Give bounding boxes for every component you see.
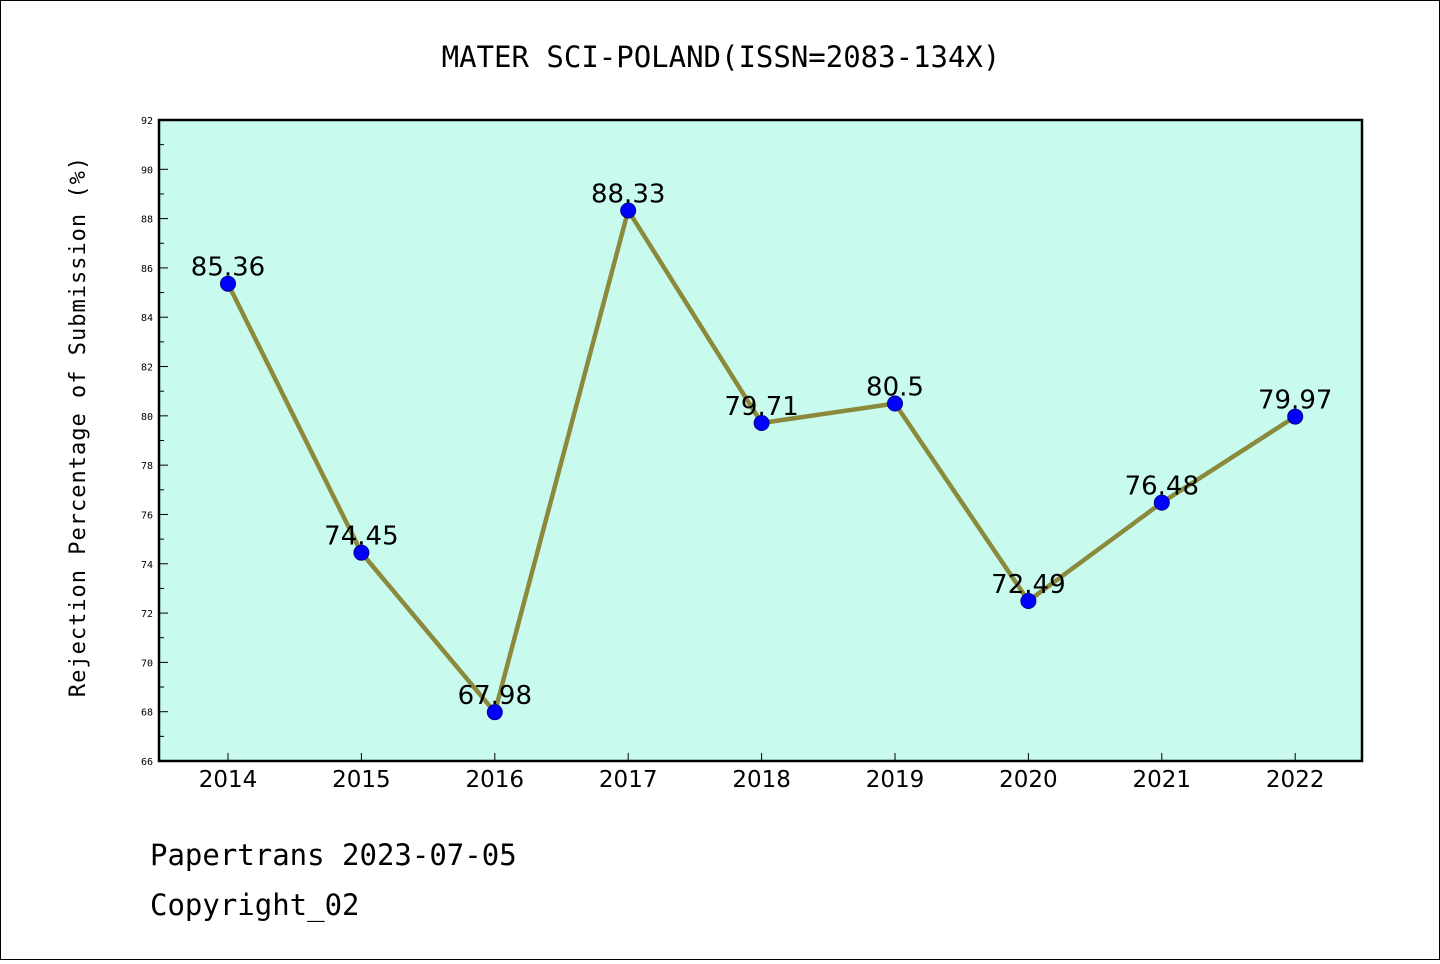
y-tick-label: 74 — [141, 560, 153, 571]
y-tick-label: 78 — [141, 461, 153, 472]
data-point-label: 67.98 — [458, 681, 532, 711]
x-tick-label: 2019 — [866, 767, 925, 793]
x-tick-label: 2017 — [599, 767, 658, 793]
y-tick-label: 84 — [141, 313, 153, 324]
data-point-label: 79.71 — [724, 392, 798, 422]
data-point-label: 88.33 — [591, 179, 665, 209]
footer-date: Papertrans 2023-07-05 — [150, 838, 517, 872]
chart-title: MATER SCI-POLAND(ISSN=2083-134X) — [442, 40, 1001, 74]
x-tick-label: 2016 — [466, 767, 525, 793]
data-point-label: 79.97 — [1258, 386, 1332, 416]
data-labels: 85.36 74.45 67.98 88.33 79.71 80.5 72.49 76.48 7… — [191, 179, 1333, 711]
x-tick-label: 2022 — [1266, 767, 1325, 793]
y-tick-label: 92 — [141, 116, 153, 127]
y-tick-label: 68 — [141, 708, 153, 719]
data-point — [353, 544, 370, 561]
y-axis-label: Rejection Percentage of Submission (%) — [66, 156, 91, 697]
x-axis-ticks: 2014 2015 2016 2017 2018 2019 2020 2021 2022 — [199, 753, 1325, 793]
y-tick-label: 76 — [141, 510, 153, 521]
y-tick-label: 80 — [141, 412, 153, 423]
x-tick-label: 2015 — [332, 767, 391, 793]
data-point-label: 72.49 — [991, 570, 1065, 600]
x-tick-label: 2021 — [1133, 767, 1192, 793]
data-point — [887, 395, 903, 412]
y-tick-label: 90 — [141, 165, 153, 176]
y-tick-label: 70 — [141, 658, 153, 669]
series-markers — [220, 202, 1304, 721]
data-point — [753, 414, 770, 431]
data-point — [620, 202, 637, 219]
footer-copyright: Copyright_02 — [150, 888, 360, 923]
data-point-label: 74.45 — [324, 522, 398, 552]
y-tick-label: 88 — [141, 215, 153, 226]
data-point-label: 80.5 — [866, 373, 924, 403]
data-point-label: 76.48 — [1125, 472, 1199, 502]
x-tick-label: 2020 — [999, 767, 1058, 793]
data-point — [220, 275, 236, 292]
data-point — [1153, 494, 1170, 511]
data-point-label: 85.36 — [191, 253, 265, 283]
data-point — [486, 704, 503, 721]
x-tick-label: 2014 — [199, 767, 258, 793]
x-tick-label: 2018 — [732, 767, 791, 793]
y-tick-label: 86 — [141, 264, 153, 275]
data-point — [1020, 592, 1037, 609]
y-tick-label: 66 — [141, 757, 153, 768]
y-tick-label: 72 — [141, 609, 153, 620]
plot-area — [157, 118, 1364, 763]
y-tick-label: 82 — [141, 363, 153, 374]
data-point — [1287, 408, 1304, 425]
y-axis-ticks: 66 68 70 72 74 76 78 80 82 84 86 88 90 92 — [141, 116, 168, 768]
